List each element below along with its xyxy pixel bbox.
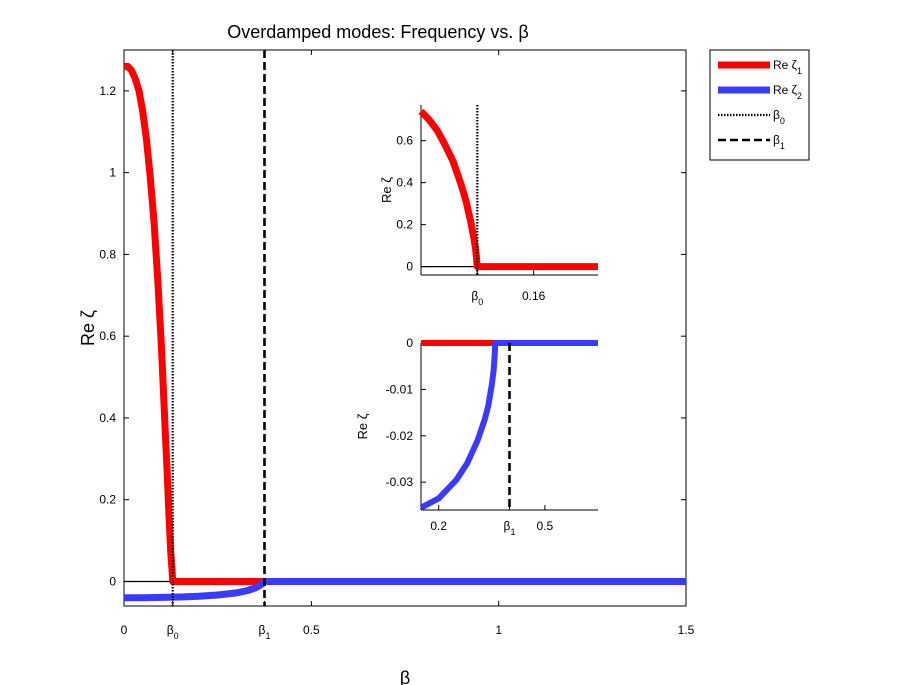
main-x-tick-label: 0.5 bbox=[303, 623, 320, 637]
inset-top-x-tick-label: β0 bbox=[471, 289, 483, 307]
legend-label-2: Re ζ2 bbox=[773, 83, 802, 101]
main-y-tick-label: 0 bbox=[109, 574, 116, 588]
main-x-tick-label: 1.5 bbox=[678, 623, 695, 637]
inset-bottom-y-tick-label: -0.02 bbox=[386, 429, 414, 443]
inset-bottom-y-tick-label: 0 bbox=[406, 336, 413, 350]
main-x-tick-label: β1 bbox=[259, 623, 271, 641]
inset-top-y-tick-label: 0.2 bbox=[396, 218, 413, 232]
legend: Re ζ1 Re ζ2 β0 β1 bbox=[709, 49, 810, 161]
inset-bottom-x-tick-label: β1 bbox=[504, 519, 516, 537]
chart-title: Overdamped modes: Frequency vs. β bbox=[227, 22, 528, 42]
inset-bottom-y-tick-label: -0.03 bbox=[386, 475, 414, 489]
inset-bottom-series-2 bbox=[419, 340, 598, 511]
inset-top-y-tick-label: 0.6 bbox=[396, 134, 413, 148]
main-x-label: β bbox=[400, 668, 410, 685]
inset-bottom-x-tick-label: 0.2 bbox=[430, 519, 447, 533]
inset-bottom-x-tick-label: 0.5 bbox=[537, 519, 554, 533]
inset-top-x-tick-label: 0.16 bbox=[522, 289, 546, 303]
inset-top-plot: 0 0.2 0.4 0.6 β0 0.16 Re ζ bbox=[379, 105, 598, 307]
main-y-tick-label: 0.8 bbox=[99, 247, 116, 261]
legend-label-1: Re ζ1 bbox=[773, 58, 802, 76]
inset-top-y-label: Re ζ bbox=[379, 177, 394, 203]
main-y-tick-label: 1.2 bbox=[99, 84, 116, 98]
inset-top-y-tick-label: 0 bbox=[406, 260, 413, 274]
inset-bottom-y-label: Re ζ bbox=[355, 413, 370, 439]
main-x-tick-label: β0 bbox=[167, 623, 179, 641]
main-plot: 0 0.2 0.4 0.6 0.8 1 1.2 0 β0 β1 0.5 1 1.5 Re ζ β bbox=[78, 49, 695, 685]
main-series-2 bbox=[124, 578, 686, 602]
main-y-tick-label: 1 bbox=[109, 166, 116, 180]
main-y-tick-label: 0.6 bbox=[99, 329, 116, 343]
legend-label-4: β1 bbox=[773, 133, 785, 151]
inset-top-y-tick-label: 0.4 bbox=[396, 176, 413, 190]
main-frame bbox=[123, 49, 687, 607]
inset-bottom-y-tick-label: -0.01 bbox=[386, 382, 414, 396]
inset-top-series-1 bbox=[418, 108, 598, 271]
main-y-tick-label: 0.2 bbox=[99, 493, 116, 507]
main-x-tick-label: 1 bbox=[495, 623, 502, 637]
inset-bottom-plot: 0 -0.01 -0.02 -0.03 0.2 β1 0.5 Re ζ bbox=[355, 336, 598, 537]
main-y-tick-label: 0.4 bbox=[99, 411, 116, 425]
main-y-label: Re ζ bbox=[78, 310, 98, 346]
legend-label-3: β0 bbox=[773, 108, 785, 126]
main-x-tick-label: 0 bbox=[121, 623, 128, 637]
